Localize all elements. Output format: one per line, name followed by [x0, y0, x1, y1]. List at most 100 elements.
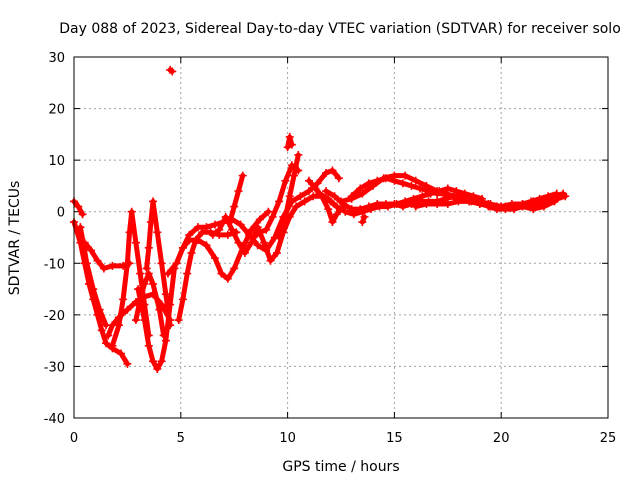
data-point-marker [108, 261, 117, 270]
data-point-marker [161, 290, 170, 299]
data-point-marker [311, 184, 320, 193]
y-tick-label: 0 [57, 206, 65, 221]
data-point-marker [230, 202, 239, 211]
data-point-marker [356, 184, 365, 193]
data-point-marker [324, 205, 333, 214]
y-tick-label: 10 [48, 154, 65, 169]
data-point-marker [535, 194, 544, 203]
data-point-marker [255, 215, 264, 224]
data-point-marker [230, 264, 239, 273]
series-trace-p [275, 150, 303, 242]
data-point-marker [360, 212, 369, 221]
data-point-marker [330, 192, 339, 201]
data-point-marker [304, 187, 313, 196]
data-point-marker [313, 179, 322, 188]
data-point-marker [221, 212, 230, 221]
data-point-marker [174, 316, 183, 325]
data-point-marker [475, 197, 484, 206]
data-point-marker [285, 132, 294, 141]
data-point-marker [401, 197, 410, 206]
data-point-marker [236, 220, 245, 229]
data-point-marker [178, 295, 187, 304]
data-point-marker [358, 189, 367, 198]
data-point-marker [358, 207, 367, 216]
y-tick-label: -10 [44, 257, 65, 272]
data-point-marker [544, 192, 553, 201]
data-point-marker [87, 246, 96, 255]
data-point-marker [240, 248, 249, 257]
data-point-marker [202, 241, 211, 250]
data-point-marker [300, 197, 309, 206]
data-point-marker [332, 210, 341, 219]
data-point-marker [166, 321, 175, 330]
y-tick-label: -40 [44, 412, 65, 427]
x-tick-label: 5 [177, 431, 185, 446]
series-trace-m [208, 192, 341, 265]
data-point-marker [210, 254, 219, 263]
plot-frame [73, 56, 609, 419]
series-trace-o [249, 161, 303, 242]
data-point-marker [104, 331, 113, 340]
series-trace-r [166, 65, 177, 76]
data-point-marker [275, 197, 284, 206]
data-point-marker [185, 230, 194, 239]
data-point-marker [178, 243, 187, 252]
data-point-marker [460, 189, 469, 198]
data-point-marker [210, 220, 219, 229]
data-point-marker [294, 150, 303, 159]
series-trace-x [358, 212, 369, 227]
data-point-marker [119, 295, 128, 304]
data-point-marker [328, 166, 337, 175]
data-point-marker [317, 192, 326, 201]
data-point-marker [290, 171, 299, 180]
data-point-marker [347, 192, 356, 201]
data-point-marker [127, 207, 136, 216]
data-point-marker [123, 259, 132, 268]
data-point-marker [539, 202, 548, 211]
plot-area [70, 65, 570, 374]
data-point-marker [337, 197, 345, 206]
data-point-marker [373, 176, 382, 185]
data-point-marker [411, 202, 420, 211]
data-point-marker [149, 197, 158, 206]
data-point-marker [76, 223, 85, 232]
data-point-marker [146, 218, 155, 227]
data-point-marker [497, 202, 506, 211]
data-point-marker [557, 192, 566, 201]
data-point-marker [253, 223, 262, 232]
data-point-marker [452, 187, 461, 196]
data-point-marker [349, 210, 358, 219]
data-point-marker [287, 140, 296, 149]
data-point-marker [454, 197, 463, 206]
data-point-marker [191, 236, 200, 245]
data-point-marker [163, 269, 172, 278]
data-point-marker [550, 197, 559, 206]
data-point-marker [529, 205, 538, 214]
series-trace-y [411, 192, 566, 214]
data-point-marker [82, 259, 91, 268]
data-point-marker [249, 233, 258, 242]
data-point-marker [328, 218, 337, 227]
data-point-marker [407, 181, 416, 190]
data-point-marker [140, 279, 149, 288]
x-axis-ticks: 0 5 10 15 20 25 [70, 57, 616, 446]
data-point-marker [131, 316, 140, 325]
data-point-marker [426, 189, 435, 198]
data-point-marker [253, 241, 262, 250]
data-point-marker [149, 357, 158, 366]
data-point-marker [134, 285, 143, 294]
data-point-marker [161, 336, 170, 345]
data-point-marker [272, 248, 281, 257]
y-axis-label: SDTVAR / TECUs [7, 181, 23, 296]
series-band [144, 198, 173, 328]
series-trace-w [304, 176, 348, 227]
data-point-marker [114, 321, 123, 330]
data-point-marker [208, 230, 217, 239]
data-point-marker [375, 202, 384, 211]
data-point-marker [202, 223, 211, 232]
data-point-marker [364, 179, 373, 188]
data-point-marker [131, 238, 140, 247]
data-point-marker [144, 341, 153, 350]
data-point-marker [268, 212, 277, 221]
